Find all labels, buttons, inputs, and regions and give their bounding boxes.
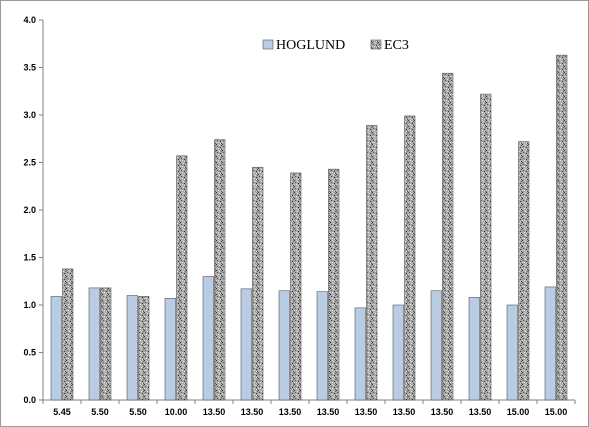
bar-hoglund	[240, 288, 252, 401]
bar-hoglund	[278, 290, 290, 401]
x-tick-label: 15.00	[545, 407, 568, 417]
legend-label-hoglund: HOGLUND	[276, 38, 345, 53]
x-tick-label: 13.50	[469, 407, 492, 417]
x-tick-label: 13.50	[393, 407, 416, 417]
y-tick-label: 0.5	[23, 348, 36, 358]
y-tick-label: 1.0	[23, 300, 36, 310]
bar-ec3	[100, 287, 112, 401]
legend-swatch-ec3	[370, 39, 382, 50]
legend-label-ec3: EC3	[384, 38, 409, 53]
bar-hoglund	[544, 286, 556, 401]
bar-ec3	[366, 125, 378, 401]
bar-hoglund	[202, 276, 214, 401]
bar-ec3	[176, 155, 188, 401]
bar-ec3	[518, 141, 530, 401]
x-tick-label: 13.50	[317, 407, 340, 417]
legend: HOGLUND EC3	[262, 38, 409, 53]
bars	[50, 54, 568, 401]
x-tick-label: 15.00	[507, 407, 530, 417]
x-tick-label: 5.50	[129, 407, 147, 417]
y-tick-label: 3.5	[23, 63, 36, 73]
bar-ec3	[252, 166, 264, 401]
bar-hoglund	[164, 298, 176, 401]
x-tick-label: 13.50	[355, 407, 378, 417]
bar-hoglund	[392, 304, 404, 401]
bar-hoglund	[430, 290, 442, 401]
bar-ec3	[214, 139, 226, 401]
bar-hoglund	[506, 304, 518, 401]
bar-hoglund	[126, 295, 138, 401]
bar-ec3	[480, 93, 492, 401]
bar-ec3	[328, 168, 340, 401]
x-tick-label: 13.50	[279, 407, 302, 417]
x-tick-label: 13.50	[203, 407, 226, 417]
y-axis-ticks: 0.0 0.5 1.0 1.5 2.0 2.5 3.0 3.5 4.0	[23, 15, 43, 405]
y-tick-label: 2.5	[23, 158, 36, 168]
bar-ec3	[290, 172, 302, 401]
x-axis-ticks: 5.45 5.50 5.50 10.00 13.50 13.50 13.50 13.50 13.…	[42, 400, 576, 417]
bar-hoglund	[316, 291, 328, 401]
bar-ec3	[62, 268, 74, 401]
y-tick-label: 2.0	[23, 205, 36, 215]
bar-hoglund	[88, 287, 100, 401]
bar-ec3	[556, 54, 568, 401]
legend-swatch-hoglund	[262, 39, 274, 50]
x-tick-label: 13.50	[241, 407, 264, 417]
bar-hoglund	[354, 307, 366, 401]
bar-hoglund	[468, 297, 480, 401]
y-tick-label: 1.5	[23, 253, 36, 263]
x-tick-label: 13.50	[431, 407, 454, 417]
y-tick-label: 3.0	[23, 110, 36, 120]
x-tick-label: 10.00	[165, 407, 188, 417]
bar-hoglund	[50, 296, 62, 401]
x-tick-label: 5.45	[53, 407, 71, 417]
y-tick-label: 4.0	[23, 15, 36, 25]
y-tick-label: 0.0	[23, 395, 36, 405]
bar-ec3	[404, 115, 416, 401]
x-tick-label: 5.50	[91, 407, 109, 417]
bar-ec3	[442, 72, 454, 401]
bar-ec3	[138, 296, 150, 401]
